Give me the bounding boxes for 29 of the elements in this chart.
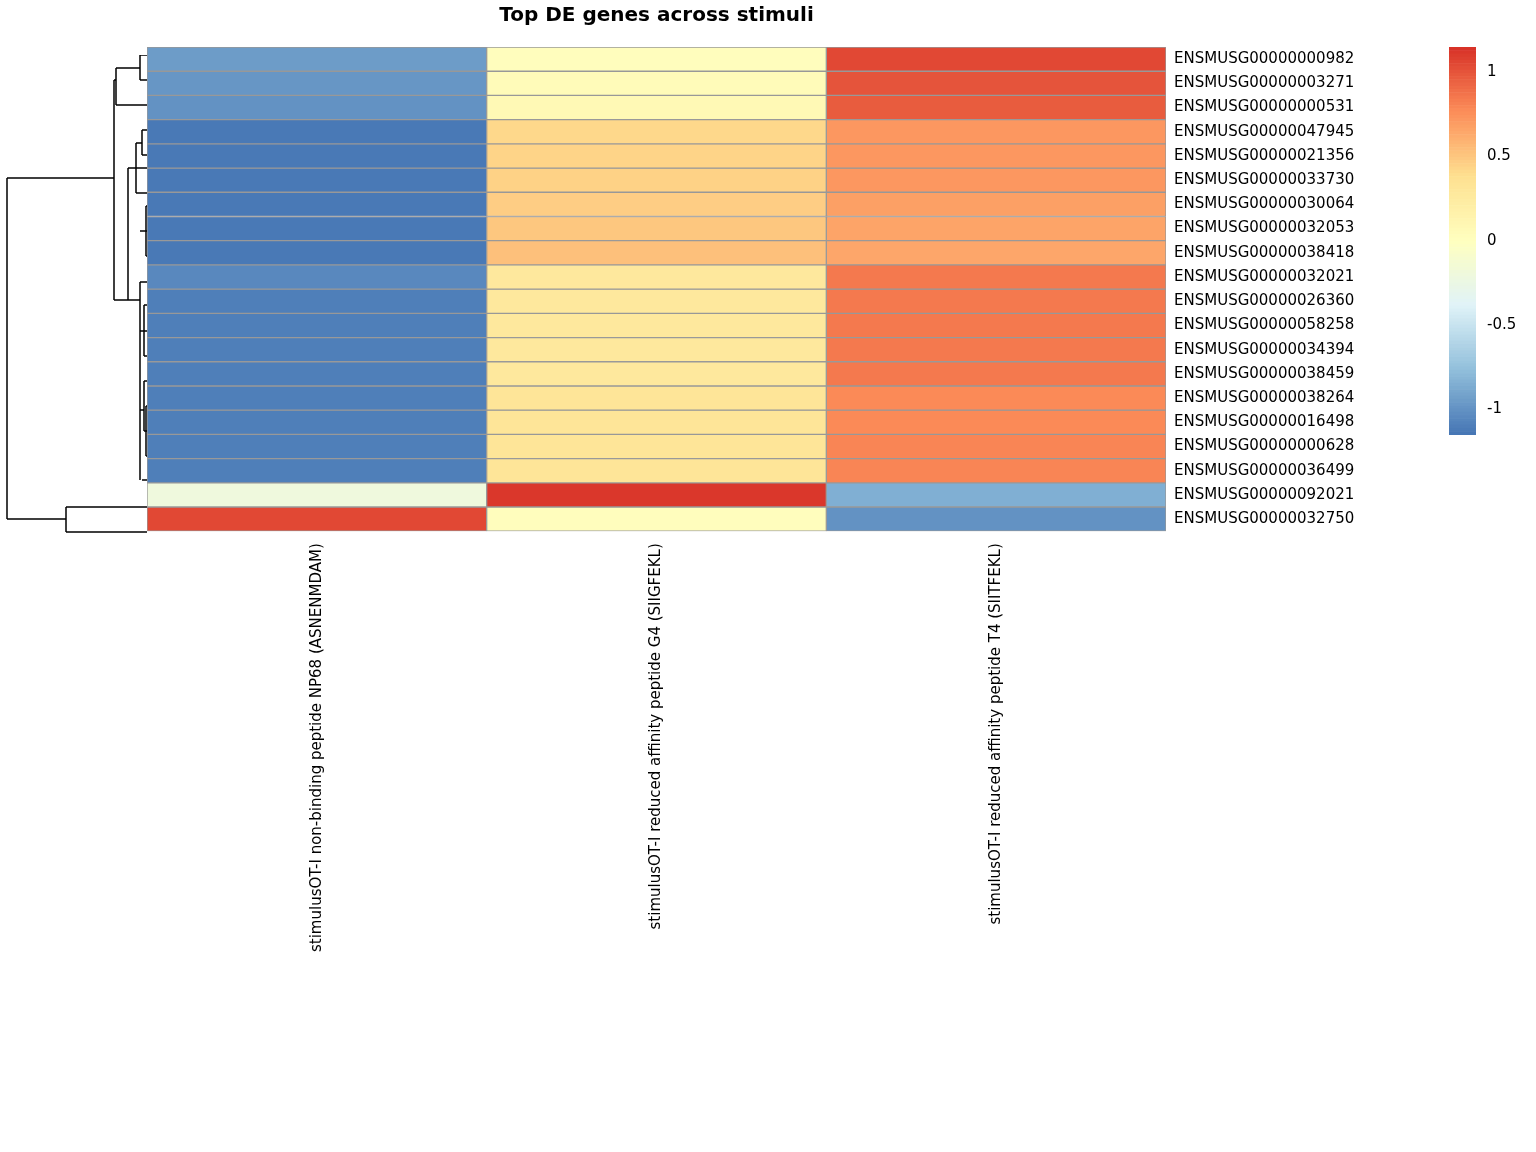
y-tick-label: ENSMUSG00000032750 — [1174, 509, 1355, 528]
y-tick-label: ENSMUSG00000033730 — [1174, 170, 1355, 189]
y-tick-label: ENSMUSG00000038264 — [1174, 387, 1355, 406]
y-tick-label: ENSMUSG00000038418 — [1174, 242, 1355, 261]
y-tick-label: ENSMUSG00000032053 — [1174, 218, 1355, 237]
color-bar-label: -0.5 — [1487, 314, 1517, 333]
y-tick-label: ENSMUSG00000032021 — [1174, 266, 1355, 285]
y-tick-label: ENSMUSG00000000982 — [1174, 49, 1355, 67]
y-tick-label: ENSMUSG00000038459 — [1174, 363, 1355, 382]
y-tick-label: ENSMUSG00000092021 — [1174, 484, 1355, 503]
y-tick-label: ENSMUSG00000003271 — [1174, 73, 1355, 92]
y-tick-label: ENSMUSG00000026360 — [1174, 291, 1355, 310]
y-tick-label: ENSMUSG00000000531 — [1174, 97, 1355, 116]
chart-title: Top DE genes across stimuli — [499, 2, 814, 27]
x-tick-label: stimulusOT-I reduced affinity peptide T4 (SIITFEKL) — [986, 543, 1005, 925]
x-tick-label: stimulusOT-I reduced affinity peptide G4 (SIIGFEKL) — [646, 543, 665, 930]
y-tick-label: ENSMUSG00000058258 — [1174, 315, 1355, 334]
y-tick-label: ENSMUSG00000030064 — [1174, 194, 1355, 213]
y-tick-label: ENSMUSG00000036499 — [1174, 460, 1355, 479]
y-tick-label: ENSMUSG00000034394 — [1174, 339, 1355, 358]
y-tick-label: ENSMUSG00000047945 — [1174, 121, 1355, 140]
y-tick-label: ENSMUSG00000016498 — [1174, 412, 1355, 431]
y-tick-label: ENSMUSG00000021356 — [1174, 145, 1355, 164]
color-bar-label: 0 — [1487, 230, 1497, 249]
x-tick-label: stimulusOT-I non-binding peptide NP68 (ASNENMDAM) — [306, 543, 325, 952]
y-tick-label: ENSMUSG00000000628 — [1174, 436, 1355, 455]
color-bar-label: 1 — [1487, 62, 1497, 81]
color-bar-label: -1 — [1487, 399, 1502, 418]
color-bar-label: 0.5 — [1487, 146, 1511, 165]
